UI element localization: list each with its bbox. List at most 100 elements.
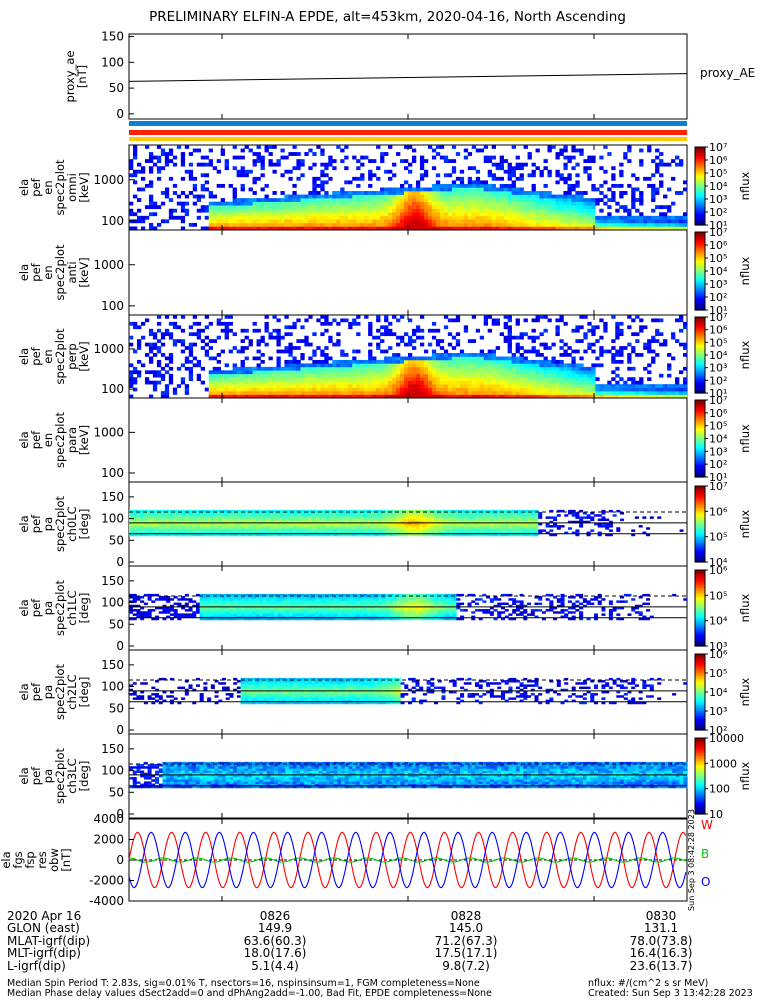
spectrogram-cell — [252, 377, 257, 382]
spectrogram-cell — [400, 356, 405, 361]
spectrogram-cell — [611, 198, 616, 202]
spectrogram-cell — [507, 219, 512, 224]
spectrogram-cell — [220, 370, 225, 375]
spectrogram-cell — [467, 222, 473, 227]
spectrogram-cell — [316, 198, 321, 202]
spectrogram-cell — [683, 226, 688, 231]
spectrogram-cell — [148, 205, 154, 210]
spectrogram-cell — [643, 176, 648, 181]
spectrogram-cell — [471, 226, 477, 231]
spectrogram-cell — [447, 205, 453, 210]
spectrogram-cell — [248, 391, 253, 395]
pitch-angle-cell — [143, 518, 148, 522]
spectrogram-cell — [284, 377, 289, 382]
spectrogram-cell — [140, 169, 146, 174]
pitch-angle-cell — [378, 518, 383, 522]
spectrogram-cell — [567, 173, 572, 178]
spectrogram-cell — [479, 191, 485, 195]
spectrogram-cell — [503, 373, 508, 378]
spectrogram-cell — [228, 377, 233, 382]
pitch-angle-cell — [415, 531, 420, 535]
spectrogram-cell — [356, 377, 361, 382]
spectrogram-cell — [352, 226, 357, 231]
spectrogram-cell — [659, 152, 664, 156]
colorbar-0-band — [695, 195, 705, 199]
spectrogram-cell — [507, 346, 512, 350]
spectrogram-cell — [499, 359, 504, 364]
spectrogram-cell — [555, 384, 560, 388]
pitch-angle-cell — [292, 520, 297, 524]
spectrogram-cell — [196, 328, 202, 333]
spectrogram-cell — [320, 226, 325, 231]
colorbar-0-band — [695, 193, 705, 197]
spectrogram-cell — [236, 222, 241, 227]
spectrogram-cell — [411, 155, 417, 160]
spectrogram-cell — [252, 380, 257, 385]
spectrogram-cell — [292, 152, 297, 156]
spectrogram-cell — [356, 215, 361, 220]
spectrogram-cell — [415, 373, 421, 378]
spectrogram-cell — [587, 387, 592, 392]
spectrogram-cell — [451, 169, 457, 174]
spectrogram-cell — [623, 222, 628, 227]
spectrogram-cell — [531, 328, 536, 333]
colorbar-1-band — [695, 249, 705, 253]
spectrogram-cell — [419, 380, 425, 385]
spectrogram-cell — [495, 356, 500, 361]
spectrogram-cell — [511, 359, 516, 364]
pitch-angle-cell — [422, 518, 427, 522]
spectrogram-cell — [244, 198, 249, 202]
pitch-angle-cell — [143, 531, 148, 535]
spectrogram-cell — [408, 145, 413, 149]
pitch-angle-cell — [236, 509, 241, 513]
spectrogram-cell — [276, 373, 281, 378]
spectrogram-cell — [583, 370, 588, 375]
spectrogram-cell — [483, 321, 489, 326]
spectrogram-cell — [176, 325, 182, 330]
spectrogram-cell — [396, 342, 401, 347]
spectrogram-cell — [503, 183, 508, 188]
spectrogram-cell — [264, 148, 269, 153]
spectrogram-cell — [296, 387, 301, 392]
spectrogram-cell — [603, 145, 608, 149]
spectrogram-cell — [647, 370, 652, 375]
spectrogram-cell — [587, 377, 592, 382]
spectrogram-cell — [423, 391, 429, 395]
spectrogram-cell — [475, 328, 481, 333]
spectrogram-cell — [240, 215, 245, 220]
spectrogram-cell — [631, 205, 636, 210]
spectrogram-cell — [527, 363, 532, 368]
spectrogram-cell — [439, 183, 445, 188]
spectrogram-cell — [296, 198, 301, 202]
spectrogram-cell — [579, 191, 584, 195]
colorbar-2-band — [695, 368, 705, 371]
pitch-angle-cell — [456, 509, 461, 513]
spectrogram-cell — [463, 155, 469, 160]
spectrogram-cell — [563, 380, 568, 385]
colorbar-2-band — [695, 375, 705, 379]
pitch-angle-cell — [162, 533, 167, 537]
spectrogram-cell — [129, 159, 134, 164]
spectrogram-cell — [384, 205, 389, 210]
spectrogram-cell — [208, 321, 213, 326]
spectrogram-cell — [679, 394, 684, 399]
spectrogram-cell — [400, 201, 405, 206]
pitch-angle-cell — [155, 514, 160, 517]
spectrogram-cell — [300, 198, 305, 202]
spectrogram-cell — [639, 380, 644, 385]
spectrogram-cell — [559, 205, 564, 210]
spectrogram-cell — [683, 391, 688, 395]
spectrogram-cell — [411, 219, 417, 224]
spectrogram-cell — [188, 191, 194, 195]
spectrogram-cell — [352, 380, 357, 385]
spectrogram-cell — [356, 176, 361, 181]
spectrogram-cell — [683, 394, 688, 399]
spectrogram-cell — [344, 201, 349, 206]
pitch-angle-cell — [262, 525, 267, 528]
spectrogram-cell — [571, 208, 576, 213]
spectrogram-cell — [511, 335, 516, 340]
spectrogram-cell — [603, 169, 608, 174]
spectrogram-cell — [396, 215, 401, 220]
energy-spectrogram-3-ylabel-2: en — [41, 433, 55, 447]
spectrogram-cell — [647, 387, 652, 392]
